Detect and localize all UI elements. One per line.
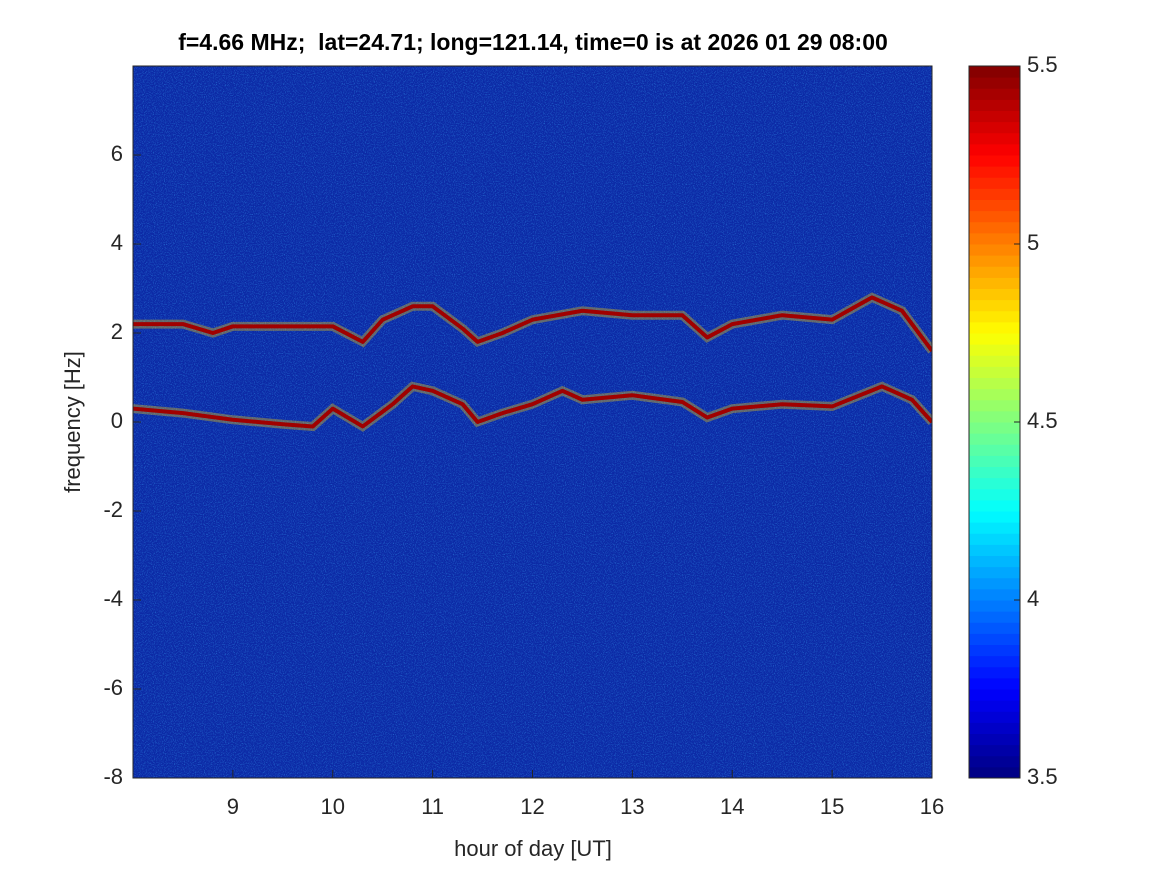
- colorbar-step: [969, 711, 1020, 723]
- colorbar-step: [969, 155, 1020, 167]
- colorbar-step: [969, 433, 1020, 445]
- colorbar-tick-label: 4.5: [1027, 408, 1058, 433]
- colorbar-step: [969, 655, 1020, 668]
- colorbar-step: [969, 132, 1020, 145]
- colorbar-step: [969, 310, 1020, 323]
- y-tick-label: 2: [111, 319, 123, 344]
- y-tick-label: -6: [103, 675, 123, 700]
- colorbar-step: [969, 555, 1020, 568]
- x-axis-label: hour of day [UT]: [454, 836, 612, 861]
- colorbar-step: [969, 700, 1020, 712]
- colorbar-step: [969, 177, 1020, 189]
- colorbar-step: [969, 466, 1020, 479]
- y-tick-label: -4: [103, 586, 123, 611]
- colorbar-step: [969, 410, 1020, 423]
- trace: [133, 295, 932, 352]
- colorbar-step: [969, 677, 1020, 690]
- colorbar-step: [969, 622, 1020, 634]
- y-tick-label: -2: [103, 497, 123, 522]
- colorbar-step: [969, 499, 1020, 512]
- colorbar-step: [969, 533, 1020, 545]
- colorbar-step: [969, 577, 1020, 590]
- colorbar-step: [969, 110, 1020, 123]
- colorbar-step: [969, 422, 1020, 434]
- colorbar-step: [969, 121, 1020, 134]
- colorbar-step: [969, 744, 1020, 757]
- colorbar-step: [969, 66, 1020, 78]
- colorbar-step: [969, 477, 1020, 490]
- colorbar-step: [969, 455, 1020, 467]
- colorbar-step: [969, 544, 1020, 556]
- trace: [133, 384, 932, 429]
- colorbar-step: [969, 511, 1020, 523]
- chart-title: f=4.66 MHz; lat=24.71; long=121.14, time…: [178, 29, 888, 55]
- x-tick-label: 14: [720, 794, 744, 819]
- colorbar-step: [969, 244, 1020, 256]
- y-tick-label: 0: [111, 408, 123, 433]
- colorbar-step: [969, 722, 1020, 734]
- colorbar-tick-label: 5.5: [1027, 52, 1058, 77]
- colorbar-step: [969, 633, 1020, 645]
- y-tick-label: 6: [111, 141, 123, 166]
- x-tick-label: 9: [227, 794, 239, 819]
- x-tick-label: 11: [421, 794, 444, 819]
- colorbar-tick-label: 5: [1027, 230, 1039, 255]
- colorbar-tick-label: 4: [1027, 586, 1039, 611]
- colorbar-step: [969, 199, 1020, 212]
- colorbar-step: [969, 99, 1020, 111]
- colorbar-step: [969, 221, 1020, 234]
- colorbar-step: [969, 333, 1020, 345]
- colorbar-step: [969, 166, 1020, 178]
- colorbar-step: [969, 299, 1020, 312]
- colorbar-step: [969, 355, 1020, 367]
- x-tick-label: 13: [620, 794, 644, 819]
- colorbar-tick-label: 3.5: [1027, 764, 1058, 789]
- colorbar-step: [969, 566, 1020, 579]
- colorbar-step: [969, 266, 1020, 278]
- colorbar-step: [969, 444, 1020, 456]
- colorbar-step: [969, 644, 1020, 657]
- colorbar-step: [969, 733, 1020, 746]
- traces: [133, 292, 932, 432]
- colorbar-step: [969, 611, 1020, 623]
- colorbar-step: [969, 88, 1020, 100]
- x-tick-label: 15: [820, 794, 844, 819]
- colorbar-step: [969, 210, 1020, 223]
- x-tick-label: 16: [920, 794, 944, 819]
- colorbar-step: [969, 388, 1020, 401]
- colorbar-step: [969, 766, 1020, 779]
- colorbar-step: [969, 377, 1020, 390]
- colorbar-step: [969, 488, 1020, 501]
- colorbar-step: [969, 689, 1020, 701]
- x-tick-label: 12: [520, 794, 544, 819]
- colorbar-step: [969, 277, 1020, 289]
- y-tick-label: 4: [111, 230, 123, 255]
- colorbar-step: [969, 143, 1020, 156]
- colorbar-step: [969, 344, 1020, 356]
- colorbar-step: [969, 321, 1020, 334]
- colorbar-step: [969, 600, 1020, 612]
- colorbar-step: [969, 522, 1020, 534]
- colorbar-step: [969, 755, 1020, 768]
- colorbar-step: [969, 77, 1020, 89]
- colorbar-step: [969, 288, 1020, 301]
- colorbar-step: [969, 366, 1020, 378]
- y-axis-label: frequency [Hz]: [60, 351, 85, 493]
- colorbar-step: [969, 255, 1020, 267]
- colorbar-step: [969, 399, 1020, 412]
- colorbar-step: [969, 588, 1020, 601]
- colorbar-step: [969, 188, 1020, 200]
- colorbar-step: [969, 666, 1020, 679]
- colorbar-step: [969, 232, 1020, 245]
- x-tick-label: 10: [321, 794, 345, 819]
- y-tick-label: -8: [103, 764, 123, 789]
